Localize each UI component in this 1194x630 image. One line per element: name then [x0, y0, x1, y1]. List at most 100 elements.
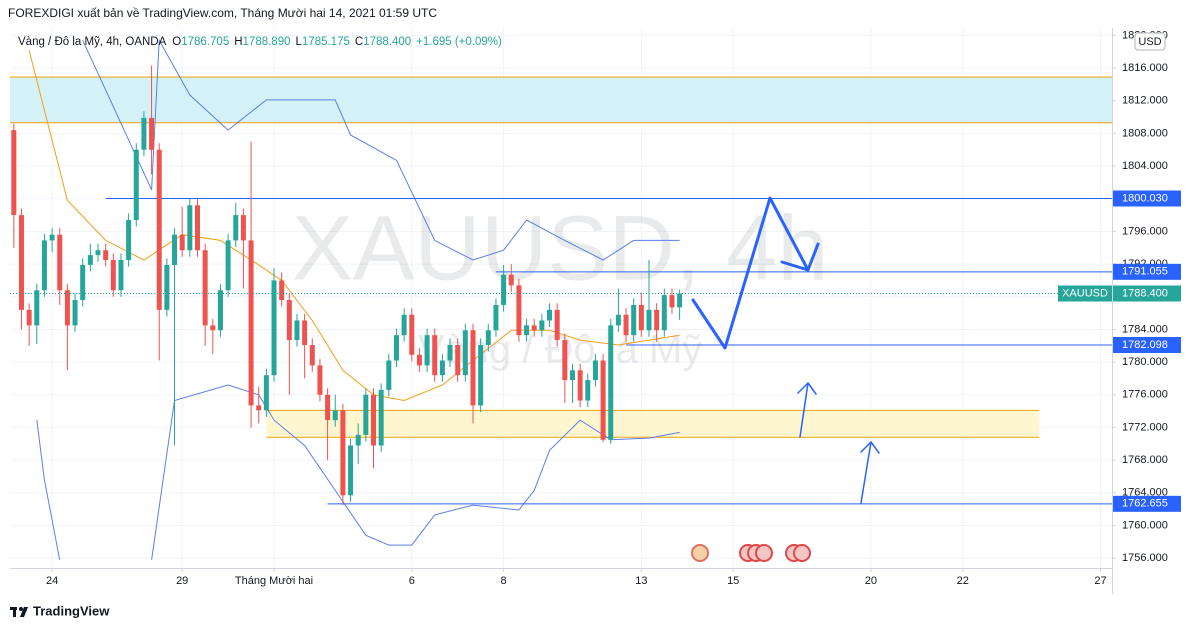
price-badges: 1800.030 1791.055 1782.098 1762.655 XAUUSD 17… [1058, 190, 1181, 512]
level-badge-label: 1782.098 [1122, 339, 1168, 351]
candle-body [309, 344, 315, 366]
legend-value: 1785.175 [302, 36, 350, 48]
logo-part [20, 607, 28, 617]
level-badge-label: 1800.030 [1122, 192, 1168, 204]
legend-change: +1.695 (+0.09%) [416, 36, 502, 48]
legend-key: O [172, 36, 181, 48]
candle-body [569, 370, 575, 381]
level-badge [1113, 263, 1181, 280]
legend-value: 1786.705 [181, 36, 229, 48]
x-tick-label: 22 [957, 575, 969, 587]
event-icon[interactable] [691, 544, 709, 562]
candle-body [462, 330, 468, 376]
candle-body [210, 325, 216, 331]
indicator-line [28, 49, 680, 402]
arrow-head [797, 382, 817, 395]
candle-body [18, 215, 24, 310]
y-tick-label: 1784.000 [1122, 323, 1168, 335]
candle-body [539, 320, 545, 331]
last-price-badge [1113, 285, 1181, 302]
candle-body [141, 117, 147, 150]
candle-body [271, 280, 277, 376]
candle-body [11, 130, 17, 216]
candle-body [447, 344, 453, 361]
candle-body [103, 250, 109, 261]
candle-body [470, 330, 476, 406]
candle-body [554, 309, 560, 341]
candle-body [669, 295, 675, 308]
candle-body [363, 394, 369, 435]
candle-body [378, 389, 384, 446]
candle-body [57, 234, 63, 291]
y-tick-label: 1796.000 [1122, 225, 1168, 237]
symbol-badge-label: XAUUSD [1062, 287, 1108, 299]
x-tick-label: 13 [635, 575, 647, 587]
candle-body [416, 354, 422, 366]
y-tick-label: 1804.000 [1122, 160, 1168, 172]
y-tick-label: 1772.000 [1122, 421, 1168, 433]
candle-body [478, 344, 484, 406]
event-icon[interactable] [755, 544, 773, 562]
candle-body [485, 330, 491, 345]
event-icon[interactable] [793, 544, 811, 562]
x-tick-label: 15 [727, 575, 739, 587]
candle-body [332, 410, 338, 421]
candle-body [371, 394, 377, 446]
candle-body [631, 304, 637, 336]
x-tick-label: 27 [1094, 575, 1106, 587]
legend-value: 1788.890 [243, 36, 291, 48]
candle-body [187, 205, 193, 251]
candle-body [41, 240, 47, 291]
candle-body [638, 304, 644, 331]
last-price-label: 1788.400 [1122, 287, 1168, 299]
candle-body [661, 295, 667, 331]
y-tick-label: 1812.000 [1122, 95, 1168, 107]
level-badge [1113, 495, 1181, 512]
y-tick-label: 1808.000 [1122, 127, 1168, 139]
candle-body [64, 290, 70, 326]
y-tick-label: 1756.000 [1122, 552, 1168, 564]
zones [10, 76, 1112, 438]
candle-body [654, 309, 660, 331]
candle-body [615, 314, 621, 326]
candle-body [600, 360, 606, 440]
candle-body [164, 264, 170, 310]
candle-body [26, 309, 32, 326]
candle-body [455, 344, 461, 376]
candle-body [248, 240, 254, 406]
currency-badge[interactable] [1134, 32, 1166, 51]
candle-body [110, 260, 116, 291]
candle-body [516, 285, 522, 336]
candle-body [646, 309, 652, 331]
watermark: XAUUSD, 4h [292, 197, 829, 299]
y-tick-label: 1760.000 [1122, 519, 1168, 531]
candle-body [340, 410, 346, 496]
candle-body [401, 314, 407, 336]
header-title: FOREXDIGI xuất bản về TradingView.com, T… [8, 6, 437, 20]
candle-body [302, 320, 308, 345]
candle-body [194, 205, 200, 251]
candle-body [547, 309, 553, 321]
candle-body [585, 380, 591, 401]
candle-body [240, 215, 246, 241]
candle-body [149, 117, 155, 150]
candle-body [126, 219, 132, 261]
symbol-badge [1058, 285, 1112, 302]
x-tick-label: 20 [865, 575, 877, 587]
currency: USD [1138, 36, 1161, 48]
level-badge-label: 1762.655 [1122, 498, 1168, 510]
x-tick-label: Tháng Mười hai [235, 575, 313, 587]
candle-body [156, 149, 162, 310]
x-tick-label: 8 [501, 575, 507, 587]
candle-body [133, 149, 139, 220]
candle-body [256, 405, 262, 411]
x-tick-label: 29 [176, 575, 188, 587]
candle-body [501, 274, 507, 305]
zone [10, 77, 1112, 123]
candle-body [393, 335, 399, 361]
brand-logo [10, 607, 28, 617]
candle-body [95, 250, 101, 256]
candle-body [355, 434, 361, 446]
candle-body [72, 300, 78, 326]
